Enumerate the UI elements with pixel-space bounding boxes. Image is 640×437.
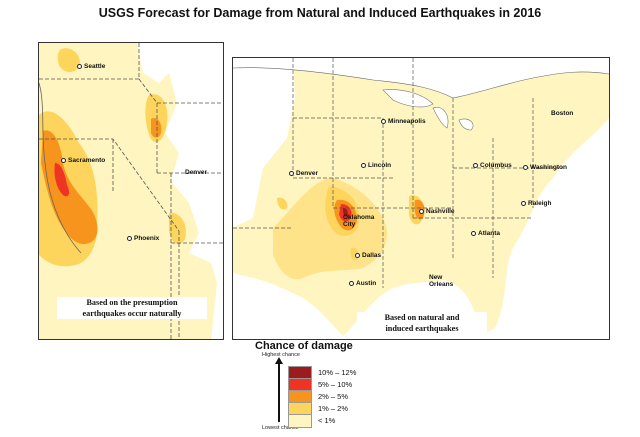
legend-arrow bbox=[278, 362, 280, 422]
west-hazard-red bbox=[54, 163, 70, 197]
conus-hazard-yellow-5 bbox=[277, 197, 288, 210]
city-austin: Austin bbox=[349, 280, 376, 287]
city-denver: Denver bbox=[289, 170, 318, 177]
city-columbus: Columbus bbox=[473, 162, 512, 169]
west-map-graphic bbox=[39, 43, 223, 339]
west-hazard-map: Seattle Sacramento Denver Phoenix Based … bbox=[38, 42, 224, 340]
legend-title: Chance of damage bbox=[255, 340, 353, 352]
conus-west-white bbox=[233, 58, 295, 228]
city-oklahoma-city: Oklahoma City bbox=[343, 214, 375, 228]
conus-hazard-map: Minneapolis Boston Lincoln Columbus Wash… bbox=[232, 57, 610, 340]
west-hazard-yellow-3 bbox=[57, 48, 80, 73]
conus-map-caption: Based on natural and induced earthquakes bbox=[357, 312, 487, 334]
city-denver-west: Denver bbox=[185, 169, 208, 176]
map-title: USGS Forecast for Damage from Natural an… bbox=[98, 6, 542, 20]
legend-low-label: Lowest chance bbox=[262, 425, 299, 431]
west-hazard-orange-2 bbox=[151, 117, 162, 138]
city-boston: Boston bbox=[551, 110, 574, 117]
city-phoenix: Phoenix bbox=[127, 235, 159, 242]
city-raleigh: Raleigh bbox=[521, 200, 551, 207]
arrow-up-icon bbox=[275, 357, 283, 364]
west-map-caption: Based on the presumption earthquakes occ… bbox=[57, 297, 207, 319]
city-dallas: Dallas bbox=[355, 252, 381, 259]
legend-label-10-12: 10% – 12% bbox=[318, 368, 357, 377]
legend-label-lt-1: < 1% bbox=[318, 416, 336, 425]
city-nashville: Nashville bbox=[419, 208, 455, 215]
west-hazard-orange bbox=[41, 130, 98, 245]
city-lincoln: Lincoln bbox=[361, 162, 391, 169]
legend-swatch-lt-1 bbox=[288, 414, 312, 428]
legend-label-5-10: 5% – 10% bbox=[318, 380, 353, 389]
city-atlanta: Atlanta bbox=[471, 230, 500, 237]
city-new-orleans: New Orleans bbox=[429, 274, 454, 288]
west-hazard-yellow-2 bbox=[145, 94, 168, 143]
legend-label-2-5: 2% – 5% bbox=[318, 392, 349, 401]
city-minneapolis: Minneapolis bbox=[381, 118, 426, 125]
conus-hazard-darkred-ok bbox=[343, 208, 348, 217]
city-seattle: Seattle bbox=[77, 63, 105, 70]
legend-label-1-2: 1% – 2% bbox=[318, 404, 349, 413]
city-washington: Washington bbox=[523, 164, 567, 171]
west-hazard-base bbox=[39, 43, 217, 339]
legend-high-label: Highest chance bbox=[262, 352, 300, 358]
west-hazard-yellow-4 bbox=[169, 212, 186, 245]
city-sacramento: Sacramento bbox=[61, 157, 105, 164]
conus-map-graphic bbox=[233, 58, 609, 339]
